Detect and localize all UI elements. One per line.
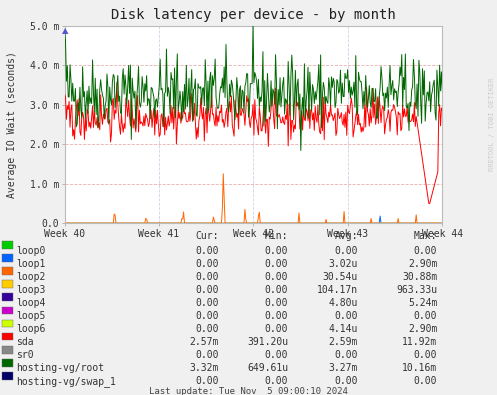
Text: hosting-vg/swap_1: hosting-vg/swap_1 [16,376,116,387]
Text: 391.20u: 391.20u [247,337,288,347]
Text: 0.00: 0.00 [195,298,219,308]
Text: 0.00: 0.00 [265,311,288,321]
Text: 0.00: 0.00 [334,311,358,321]
Text: hosting-vg/root: hosting-vg/root [16,363,104,373]
Text: 0.00: 0.00 [414,350,437,360]
Text: Max:: Max: [414,231,437,241]
Text: 0.00: 0.00 [195,272,219,282]
Text: loop6: loop6 [16,324,46,334]
Text: 5.24m: 5.24m [408,298,437,308]
Text: 0.00: 0.00 [265,285,288,295]
Text: loop0: loop0 [16,246,46,256]
Text: sr0: sr0 [16,350,34,360]
Text: Last update: Tue Nov  5 09:00:10 2024: Last update: Tue Nov 5 09:00:10 2024 [149,387,348,395]
Text: ▲: ▲ [62,26,69,36]
Text: Min:: Min: [265,231,288,241]
Text: Avg:: Avg: [334,231,358,241]
Text: 649.61u: 649.61u [247,363,288,373]
Text: 4.80u: 4.80u [329,298,358,308]
Text: 2.57m: 2.57m [189,337,219,347]
Text: 2.59m: 2.59m [329,337,358,347]
Text: 2.90m: 2.90m [408,259,437,269]
Text: 0.00: 0.00 [195,285,219,295]
Text: 3.32m: 3.32m [189,363,219,373]
Text: 0.00: 0.00 [265,350,288,360]
Text: 963.33u: 963.33u [396,285,437,295]
Text: 3.27m: 3.27m [329,363,358,373]
Text: Cur:: Cur: [195,231,219,241]
Text: 0.00: 0.00 [195,376,219,386]
Title: Disk latency per device - by month: Disk latency per device - by month [111,8,396,22]
Text: 0.00: 0.00 [195,246,219,256]
Text: 0.00: 0.00 [195,324,219,334]
Text: loop3: loop3 [16,285,46,295]
Text: Average IO Wait (seconds): Average IO Wait (seconds) [7,51,17,198]
Text: loop5: loop5 [16,311,46,321]
Text: 0.00: 0.00 [265,298,288,308]
Text: 0.00: 0.00 [414,376,437,386]
Text: 0.00: 0.00 [195,311,219,321]
Text: loop2: loop2 [16,272,46,282]
Text: 30.54u: 30.54u [323,272,358,282]
Text: 0.00: 0.00 [334,246,358,256]
Text: 0.00: 0.00 [414,311,437,321]
Text: 2.90m: 2.90m [408,324,437,334]
Text: 4.14u: 4.14u [329,324,358,334]
Text: 0.00: 0.00 [265,272,288,282]
Text: 0.00: 0.00 [334,350,358,360]
Text: 10.16m: 10.16m [402,363,437,373]
Text: 0.00: 0.00 [265,246,288,256]
Text: 11.92m: 11.92m [402,337,437,347]
Text: 3.02u: 3.02u [329,259,358,269]
Text: 0.00: 0.00 [334,376,358,386]
Text: sda: sda [16,337,34,347]
Text: RRDTOOL / TOBI OETIKER: RRDTOOL / TOBI OETIKER [489,78,495,171]
Text: 0.00: 0.00 [265,324,288,334]
Text: 104.17n: 104.17n [317,285,358,295]
Text: loop1: loop1 [16,259,46,269]
Text: 0.00: 0.00 [195,259,219,269]
Text: 0.00: 0.00 [414,246,437,256]
Text: loop4: loop4 [16,298,46,308]
Text: 0.00: 0.00 [265,376,288,386]
Text: 30.88m: 30.88m [402,272,437,282]
Text: 0.00: 0.00 [195,350,219,360]
Text: 0.00: 0.00 [265,259,288,269]
